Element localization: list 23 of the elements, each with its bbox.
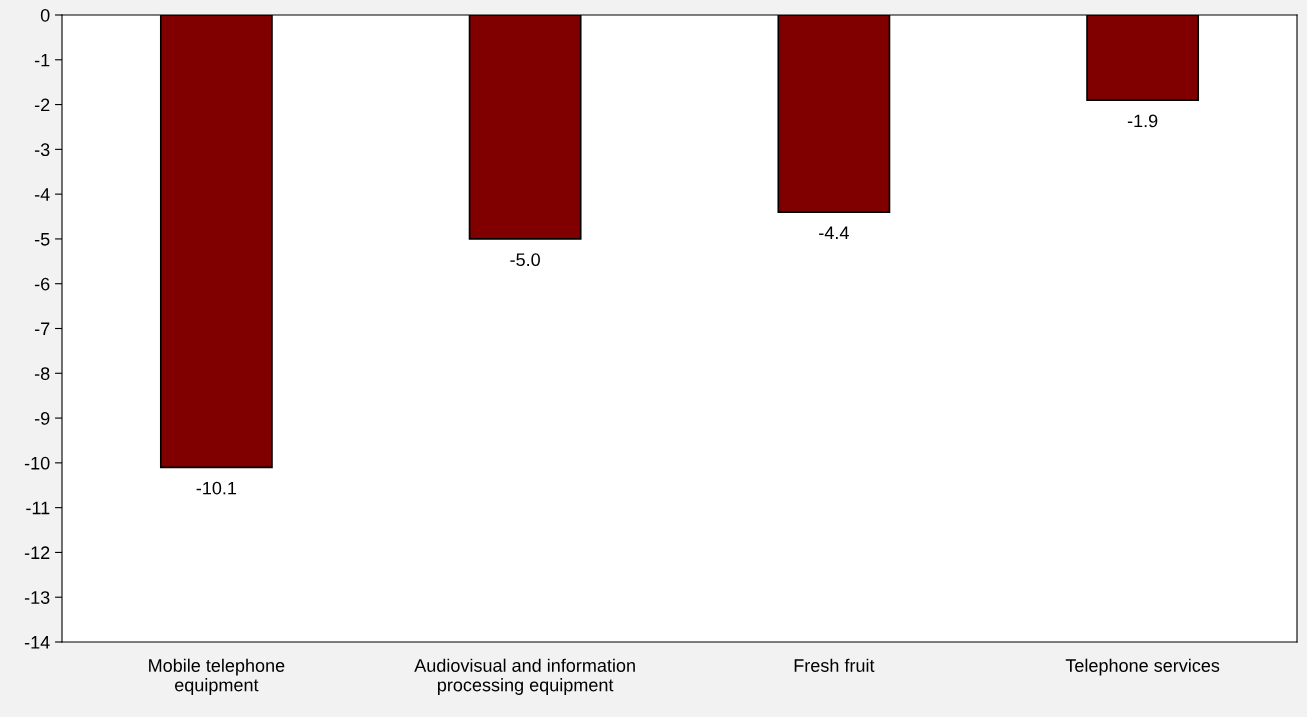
- data-label: -10.1: [196, 481, 237, 495]
- y-tick-label: -4: [34, 188, 50, 201]
- x-tick-label: Audiovisual and information processing equipment: [414, 658, 635, 695]
- y-tick-label: -14: [24, 636, 50, 649]
- x-tick-label: Mobile telephone equipment: [149, 658, 285, 695]
- x-tick-label: Fresh fruit: [794, 658, 875, 672]
- data-label: -1.9: [1127, 114, 1158, 128]
- y-tick-label: 0: [40, 8, 50, 22]
- y-tick-label: -11: [26, 501, 50, 515]
- y-tick-label: -5: [34, 233, 50, 246]
- data-label: -4.4: [819, 226, 849, 240]
- y-tick-label: -9: [34, 412, 50, 425]
- y-tick-label: -1: [34, 53, 50, 67]
- y-tick-label: -13: [24, 591, 50, 604]
- y-tick-label: -12: [24, 546, 50, 559]
- y-tick-label: -10: [24, 456, 50, 470]
- y-tick-label: -6: [34, 277, 50, 291]
- y-tick-label: -3: [34, 143, 50, 157]
- y-tick-label: -7: [34, 322, 50, 336]
- x-tick-label: Telephone services: [1065, 658, 1220, 676]
- y-tick-label: -8: [34, 367, 50, 381]
- y-tick-label: -2: [34, 98, 50, 112]
- data-label: -5.0: [510, 253, 540, 267]
